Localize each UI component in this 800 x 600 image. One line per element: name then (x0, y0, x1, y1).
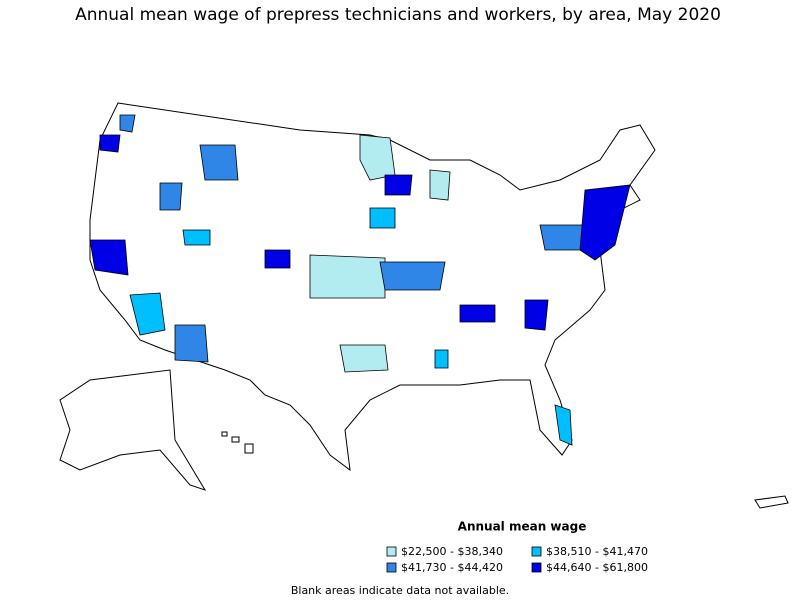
map-area (434, 349, 449, 369)
legend-label: $44,640 - $61,800 (546, 561, 648, 574)
map-title: Annual mean wage of prepress technicians… (75, 5, 721, 25)
map-area (369, 207, 396, 229)
map-area (89, 239, 129, 276)
alaska (59, 369, 207, 491)
map-area (182, 229, 211, 246)
map-area (129, 292, 166, 336)
map-area (174, 324, 209, 363)
map-area (524, 299, 549, 331)
map-area (359, 134, 396, 181)
map-area (309, 254, 386, 299)
footnote: Blank areas indicate data not available. (291, 584, 509, 597)
map-area (264, 249, 291, 269)
legend-label: $41,730 - $44,420 (401, 561, 503, 574)
legend-swatch (386, 562, 397, 573)
map-area (579, 184, 631, 261)
map-area (99, 134, 121, 153)
map-area (159, 182, 183, 211)
legend: $22,500 - $38,340 $38,510 - $41,470 $41,73… (386, 545, 648, 574)
us-map (59, 102, 789, 509)
map-area (199, 144, 239, 181)
legend-title: Annual mean wage (458, 520, 587, 534)
map-area (554, 404, 573, 446)
puerto-rico (754, 495, 789, 509)
legend-swatch (386, 546, 397, 557)
legend-swatch (531, 546, 542, 557)
map-area (119, 114, 136, 133)
map-areas (89, 114, 631, 446)
hawaii (221, 431, 254, 454)
legend-label: $22,500 - $38,340 (401, 545, 503, 558)
legend-label: $38,510 - $41,470 (546, 545, 648, 558)
map-area (379, 261, 446, 291)
legend-swatch (531, 562, 542, 573)
map-area (429, 169, 451, 201)
map-area (459, 304, 496, 323)
map-area (384, 174, 413, 196)
map-area (339, 344, 389, 373)
